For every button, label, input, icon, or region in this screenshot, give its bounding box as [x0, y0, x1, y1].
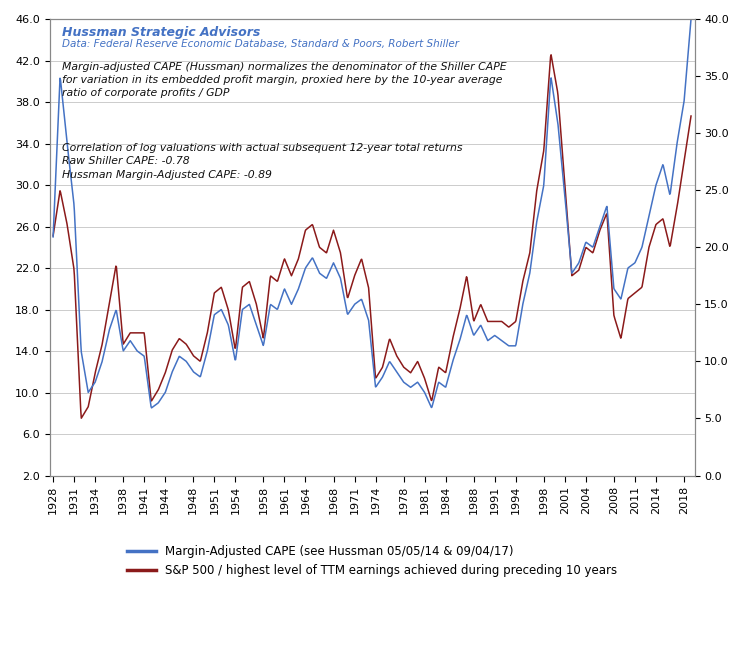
Text: Correlation of log valuations with actual subsequent 12-year total returns
Raw S: Correlation of log valuations with actua… — [62, 143, 463, 179]
Text: Data: Federal Reserve Economic Database, Standard & Poors, Robert Shiller: Data: Federal Reserve Economic Database,… — [62, 39, 460, 49]
Text: Margin-adjusted CAPE (Hussman) normalizes the denominator of the Shiller CAPE
fo: Margin-adjusted CAPE (Hussman) normalize… — [62, 62, 507, 98]
Legend: Margin-Adjusted CAPE (see Hussman 05/05/14 & 09/04/17), S&P 500 / highest level : Margin-Adjusted CAPE (see Hussman 05/05/… — [122, 540, 622, 582]
Text: Hussman Strategic Advisors: Hussman Strategic Advisors — [62, 26, 261, 39]
